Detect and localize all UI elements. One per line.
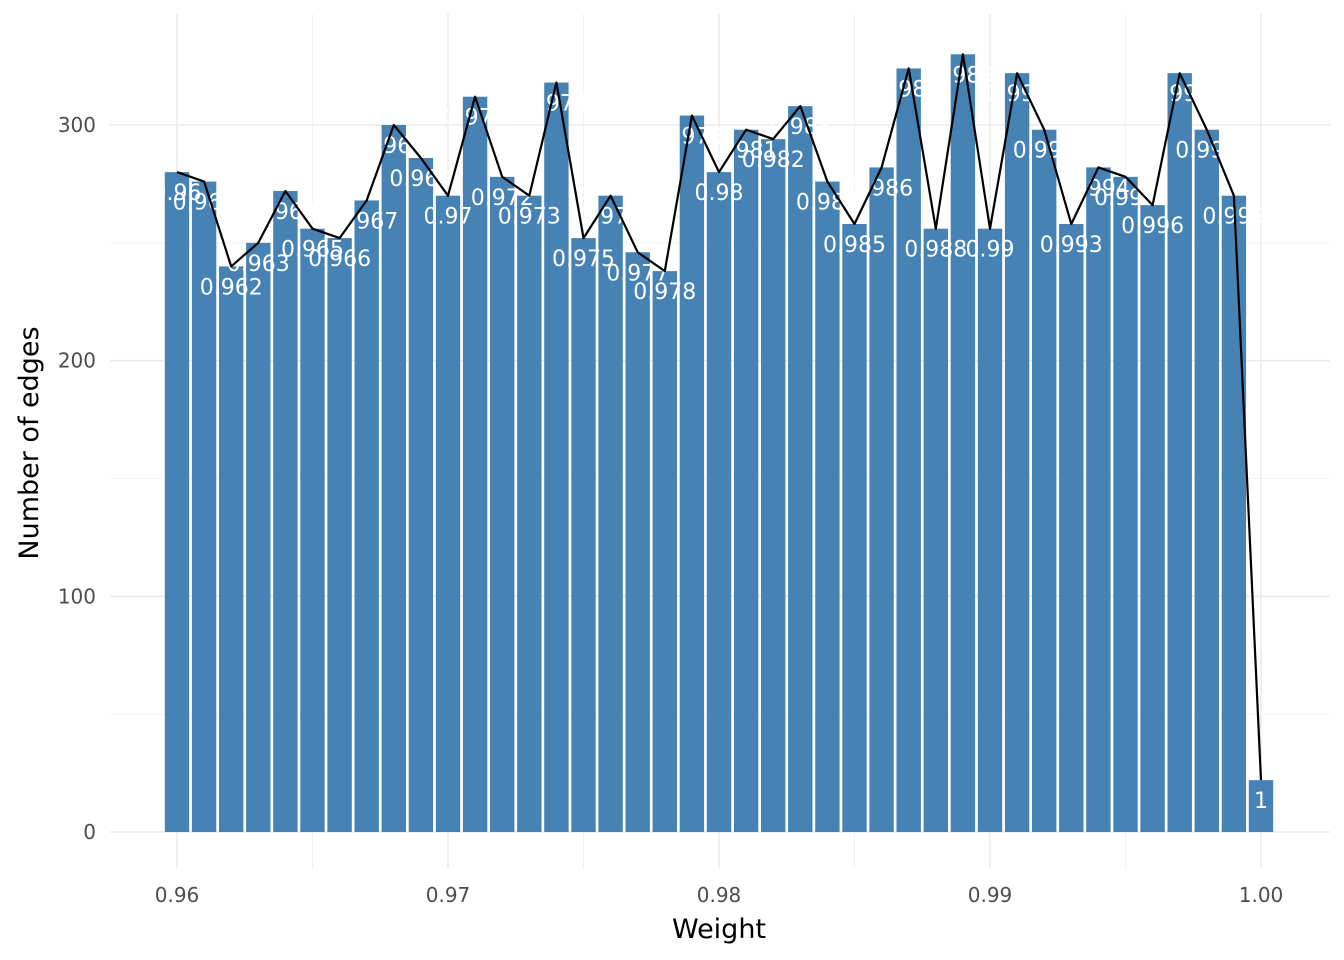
bar-label: 1 (1254, 789, 1268, 814)
bar (1194, 129, 1219, 833)
bar (625, 252, 650, 832)
bar-label: 0.97 (424, 205, 473, 230)
bar (571, 238, 596, 832)
bar (652, 271, 677, 832)
bar-label: 0.996 (1121, 214, 1184, 239)
bar (1167, 73, 1192, 833)
bar-label: 0.991 (986, 82, 1049, 107)
bar-label: 0.992 (1013, 139, 1076, 164)
bar (679, 115, 705, 832)
bar (1140, 205, 1165, 833)
y-tick-label: 200 (58, 349, 96, 373)
bar (896, 68, 921, 832)
x-tick-label: 0.96 (155, 883, 200, 907)
bar (788, 106, 813, 832)
bar-label: 0.972 (471, 186, 534, 211)
bar (246, 242, 271, 833)
bar (164, 172, 190, 833)
y-axis-ticks: 0 100 200 300 (58, 113, 96, 844)
bar-label: 0.974 (525, 92, 588, 117)
bar (706, 172, 732, 833)
x-tick-label: 0.99 (968, 883, 1013, 907)
bar (1086, 167, 1111, 833)
bar-label: 0.98 (695, 181, 744, 206)
bar-labels: 0.960.9610.9620.9630.9640.9650.9660.9670… (153, 63, 1268, 814)
bar-label: 0.971 (444, 106, 507, 131)
bar-label: 0.994 (1067, 176, 1130, 201)
bar-label: 0.988 (904, 238, 967, 263)
bar (1059, 223, 1084, 833)
bar-label: 0.975 (552, 247, 615, 272)
bar-label: 0.998 (1175, 139, 1238, 164)
bar (354, 200, 379, 832)
bar-label: 0.981 (715, 139, 778, 164)
bar (462, 96, 488, 833)
bar (381, 125, 406, 832)
bar-label: 0.973 (498, 205, 561, 230)
y-axis-title: Number of edges (14, 326, 45, 559)
bar-label: 0.989 (931, 63, 994, 88)
bar (544, 82, 569, 832)
bar-label: 0.987 (877, 77, 940, 102)
bar (1004, 73, 1030, 833)
bar-label: 0.984 (796, 191, 859, 216)
bar (761, 139, 786, 832)
bar (815, 181, 840, 832)
bar (1113, 176, 1138, 832)
bar (1221, 195, 1247, 832)
bar (435, 195, 461, 832)
bar-label: 0.983 (769, 115, 832, 140)
bar-label: 0.977 (606, 261, 669, 286)
bar (923, 228, 948, 832)
x-tick-label: 0.97 (426, 883, 471, 907)
bar (733, 129, 759, 833)
y-tick-label: 100 (58, 584, 96, 608)
bar (408, 157, 434, 832)
bar (219, 266, 244, 832)
bar-label: 0.99 (966, 238, 1015, 263)
bar-label: 0.962 (200, 275, 263, 300)
bars (164, 54, 1274, 833)
bar-label: 0.976 (579, 205, 642, 230)
x-axis-ticks: 0.96 0.97 0.98 0.99 1.00 (155, 883, 1284, 907)
bar (977, 228, 1003, 832)
x-tick-label: 1.00 (1239, 883, 1284, 907)
bar-label: 0.986 (850, 176, 913, 201)
x-axis-title: Weight (672, 914, 766, 945)
trend-line-layer (176, 53, 1263, 781)
bar-label: 0.982 (742, 148, 805, 173)
bar (191, 181, 217, 832)
bar (869, 167, 894, 833)
bar (327, 238, 352, 832)
bar (1248, 780, 1274, 832)
bar (300, 228, 325, 832)
y-tick-label: 300 (58, 113, 96, 137)
x-tick-label: 0.98 (697, 883, 742, 907)
bar-label: 0.96 (153, 181, 202, 206)
bar-label: 0.979 (660, 125, 723, 150)
bar (950, 54, 976, 833)
bar (1032, 129, 1057, 833)
bar-label: 0.961 (173, 191, 236, 216)
bar-label: 0.966 (308, 247, 371, 272)
bar (517, 195, 542, 832)
bar (598, 195, 623, 832)
bar-label: 0.978 (633, 280, 696, 305)
bar-label: 0.985 (823, 233, 886, 258)
bar-label: 0.997 (1148, 82, 1211, 107)
bar-label: 0.968 (362, 134, 425, 159)
bar-label: 0.965 (281, 238, 344, 263)
bar (490, 176, 515, 832)
bar-label: 0.993 (1040, 233, 1103, 258)
bar-label: 0.963 (227, 252, 290, 277)
bar (273, 190, 298, 832)
bar (842, 223, 867, 833)
trend-line (176, 53, 1263, 781)
y-tick-label: 0 (83, 820, 96, 844)
